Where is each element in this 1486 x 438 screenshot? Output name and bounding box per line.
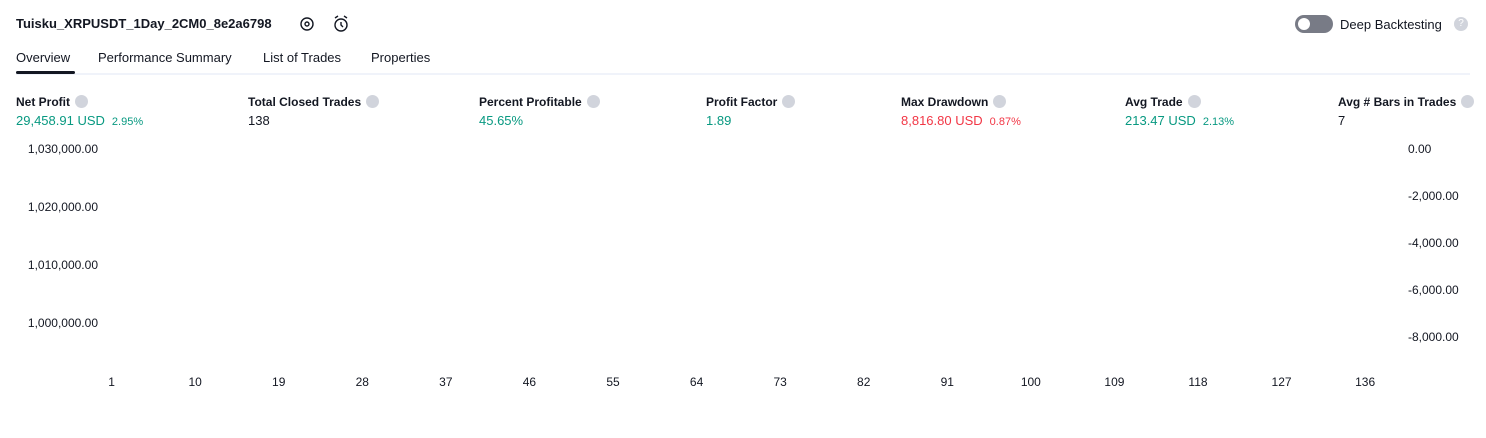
y2-tick-label: -8,000.00	[1408, 330, 1459, 344]
metric-label: Profit Factor	[706, 95, 796, 109]
x-tick-label: 91	[941, 375, 955, 389]
y2-tick-label: -4,000.00	[1408, 236, 1459, 250]
strategy-title: Tuisku_XRPUSDT_1Day_2CM0_8e2a6798	[16, 16, 272, 31]
x-tick-label: 1	[108, 375, 115, 389]
metric-label: Avg # Bars in Trades	[1338, 95, 1475, 109]
tab[interactable]: List of Trades	[263, 50, 342, 65]
tab[interactable]: Performance Summary	[98, 50, 232, 65]
metric-value: 45.65%	[479, 113, 524, 128]
metric-label: Total Closed Trades	[248, 95, 380, 109]
x-tick-label: 118	[1188, 375, 1207, 389]
tab[interactable]: Overview	[16, 50, 71, 65]
x-tick-label: 55	[606, 375, 620, 389]
x-tick-label: 109	[1104, 375, 1124, 389]
metric-percent: 2.13%	[1202, 116, 1235, 128]
metric-value: 213.47 USD 2.13%	[1125, 113, 1235, 128]
tab-divider	[16, 73, 1470, 75]
info-icon[interactable]	[366, 95, 380, 108]
y-tick-label: 1,020,000.00	[28, 200, 98, 214]
metric-label: Net Profit	[16, 95, 88, 109]
y-tick-label: 1,000,000.00	[28, 316, 98, 330]
metric-label: Percent Profitable	[479, 95, 600, 109]
metric-percent: 0.87%	[989, 116, 1021, 128]
x-tick-label: 127	[1272, 375, 1292, 389]
x-tick-label: 37	[439, 375, 453, 389]
info-icon[interactable]	[1461, 95, 1475, 108]
header-icons[interactable]	[298, 14, 358, 34]
metric-value: 7	[1338, 113, 1346, 128]
y2-tick-label: -6,000.00	[1408, 283, 1459, 297]
x-tick-label: 136	[1355, 375, 1375, 389]
tab-underline	[16, 71, 75, 74]
x-tick-label: 64	[690, 375, 704, 389]
y-tick-label: 1,010,000.00	[28, 258, 98, 272]
metric-value: 1.89	[706, 113, 732, 128]
metric-value: 29,458.91 USD 2.95%	[16, 113, 144, 128]
metric-percent: 2.95%	[111, 116, 144, 128]
help-icon[interactable]: ?	[1454, 17, 1468, 31]
x-tick-label: 73	[773, 375, 787, 389]
x-tick-label: 46	[523, 375, 537, 389]
metric-value: 138	[248, 113, 270, 128]
x-tick-label: 19	[272, 375, 286, 389]
info-icon[interactable]	[75, 95, 88, 108]
x-tick-label: 100	[1021, 375, 1041, 389]
x-tick-label: 82	[857, 375, 871, 389]
info-icon[interactable]	[993, 95, 1007, 108]
deep-backtesting-toggle[interactable]	[1295, 15, 1333, 33]
tab[interactable]: Properties	[371, 50, 431, 65]
info-icon[interactable]	[586, 95, 600, 108]
y2-tick-label: 0.00	[1408, 142, 1432, 156]
metric-value: 8,816.80 USD 0.87%	[901, 113, 1021, 128]
x-tick-label: 28	[356, 375, 370, 389]
toggle-label: Deep Backtesting	[1340, 17, 1442, 32]
metric-label: Avg Trade	[1125, 95, 1201, 109]
info-icon[interactable]	[782, 95, 796, 108]
equity-chart: 1,000,000.00 1,010,000.00 1,020,000.00 1,03…	[28, 142, 1459, 389]
metric-label: Max Drawdown	[901, 95, 1007, 109]
y-tick-label: 1,030,000.00	[28, 142, 98, 156]
y2-tick-label: -2,000.00	[1408, 189, 1459, 203]
x-tick-label: 10	[188, 375, 202, 389]
info-icon[interactable]	[1187, 95, 1201, 108]
